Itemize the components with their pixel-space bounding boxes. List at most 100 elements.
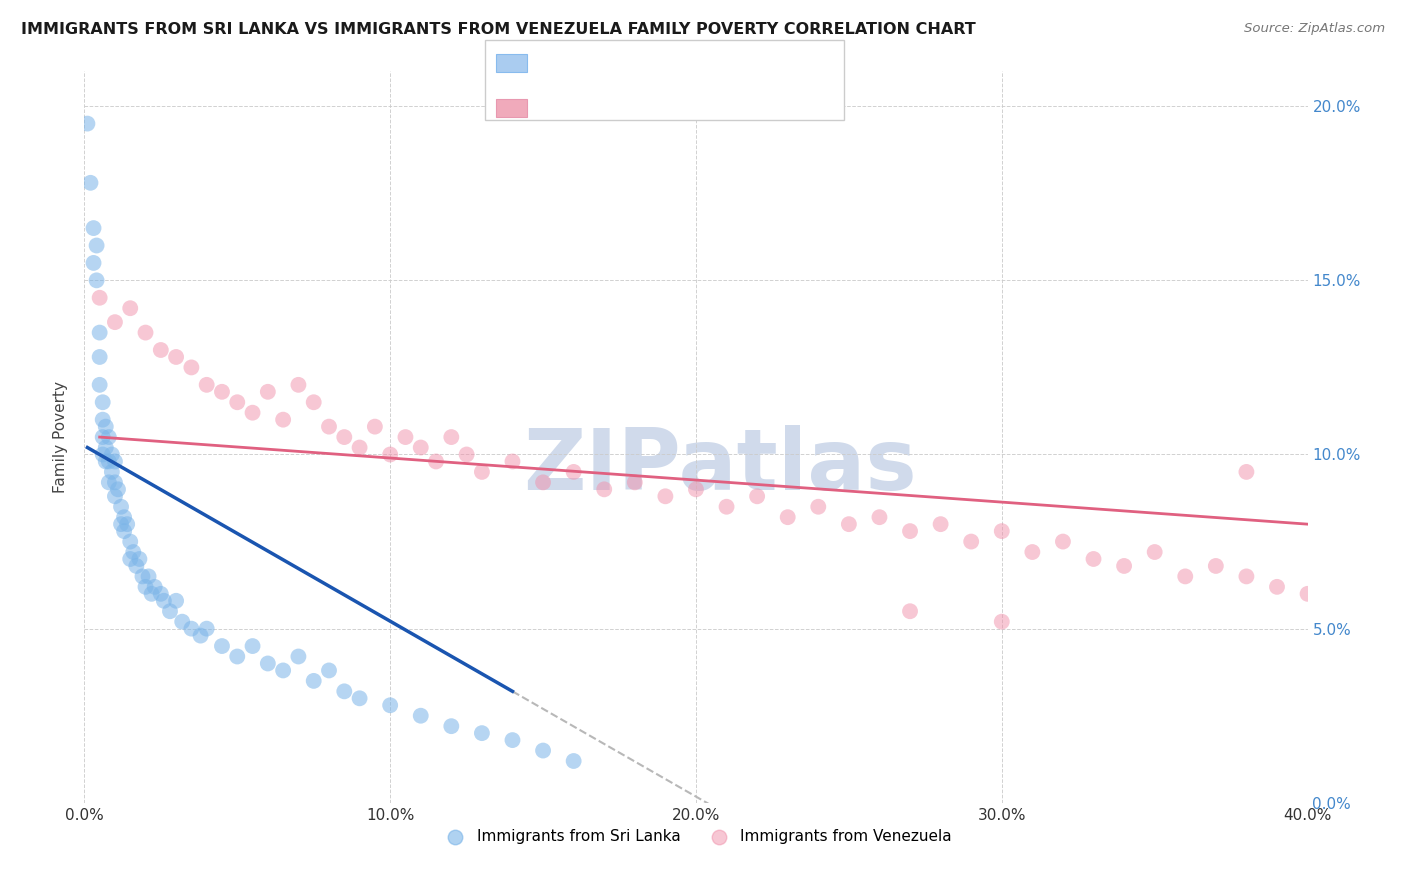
- Point: [1021, 545, 1043, 559]
- Point: [91, 395, 114, 409]
- Point: [120, 552, 142, 566]
- Point: [257, 384, 280, 399]
- Point: [120, 534, 142, 549]
- Point: [104, 475, 127, 490]
- Point: [128, 552, 150, 566]
- Text: N =: N =: [644, 56, 688, 70]
- Point: [1174, 569, 1197, 583]
- Point: [333, 684, 356, 698]
- Point: [271, 412, 294, 426]
- Point: [685, 483, 707, 497]
- Point: [898, 524, 921, 538]
- Point: [110, 517, 132, 532]
- Point: [94, 441, 117, 455]
- Text: 65: 65: [686, 56, 707, 70]
- Point: [531, 743, 554, 757]
- Point: [112, 524, 135, 538]
- Text: 56: 56: [686, 101, 707, 115]
- Point: [122, 545, 145, 559]
- Point: [287, 649, 309, 664]
- Point: [807, 500, 830, 514]
- Point: [380, 448, 402, 462]
- Point: [654, 489, 676, 503]
- Point: [97, 430, 120, 444]
- Point: [165, 350, 187, 364]
- Point: [929, 517, 952, 532]
- Point: [89, 377, 111, 392]
- Point: [1143, 545, 1166, 559]
- Point: [624, 475, 647, 490]
- Point: [172, 615, 194, 629]
- Point: [747, 489, 769, 503]
- Point: [502, 454, 524, 468]
- Point: [89, 291, 111, 305]
- Point: [195, 622, 218, 636]
- Point: [86, 238, 108, 252]
- Point: [91, 412, 114, 426]
- Point: [349, 441, 371, 455]
- Point: [394, 430, 416, 444]
- Point: [1205, 558, 1227, 573]
- Point: [440, 430, 463, 444]
- Point: [440, 719, 463, 733]
- Point: [1236, 465, 1258, 479]
- Point: [425, 454, 447, 468]
- Text: ZIPatlas: ZIPatlas: [523, 425, 917, 508]
- Point: [898, 604, 921, 618]
- Y-axis label: Family Poverty: Family Poverty: [53, 381, 69, 493]
- Point: [991, 524, 1014, 538]
- Point: [1296, 587, 1319, 601]
- Text: R =: R =: [536, 56, 569, 70]
- Point: [115, 517, 138, 532]
- Point: [242, 406, 264, 420]
- Point: [104, 489, 127, 503]
- Point: [125, 558, 148, 573]
- Point: [79, 176, 101, 190]
- Point: [138, 569, 160, 583]
- Legend: Immigrants from Sri Lanka, Immigrants from Venezuela: Immigrants from Sri Lanka, Immigrants fr…: [434, 822, 957, 850]
- Point: [76, 117, 98, 131]
- Point: [135, 580, 157, 594]
- Point: [159, 604, 181, 618]
- Point: [302, 673, 325, 688]
- Point: [991, 615, 1014, 629]
- Point: [149, 587, 172, 601]
- Point: [91, 448, 114, 462]
- Point: [242, 639, 264, 653]
- Text: IMMIGRANTS FROM SRI LANKA VS IMMIGRANTS FROM VENEZUELA FAMILY POVERTY CORRELATIO: IMMIGRANTS FROM SRI LANKA VS IMMIGRANTS …: [21, 22, 976, 37]
- Point: [89, 350, 111, 364]
- Text: -0.184: -0.184: [572, 56, 627, 70]
- Point: [471, 465, 494, 479]
- Point: [349, 691, 371, 706]
- Point: [86, 273, 108, 287]
- Point: [83, 221, 105, 235]
- Point: [562, 754, 585, 768]
- Point: [120, 301, 142, 316]
- Point: [104, 315, 127, 329]
- Point: [149, 343, 172, 357]
- Point: [838, 517, 860, 532]
- Point: [107, 483, 129, 497]
- Point: [1083, 552, 1105, 566]
- Point: [190, 629, 212, 643]
- Text: -0.181: -0.181: [572, 101, 627, 115]
- Point: [141, 587, 163, 601]
- Point: [409, 441, 432, 455]
- Point: [211, 639, 233, 653]
- Point: [83, 256, 105, 270]
- Point: [97, 454, 120, 468]
- Point: [89, 326, 111, 340]
- Point: [593, 483, 616, 497]
- Point: [531, 475, 554, 490]
- Point: [101, 465, 124, 479]
- Point: [226, 649, 249, 664]
- Point: [1236, 569, 1258, 583]
- Point: [112, 510, 135, 524]
- Point: [211, 384, 233, 399]
- Point: [195, 377, 218, 392]
- Point: [131, 569, 153, 583]
- Point: [960, 534, 983, 549]
- Point: [869, 510, 891, 524]
- Point: [180, 360, 202, 375]
- Point: [94, 419, 117, 434]
